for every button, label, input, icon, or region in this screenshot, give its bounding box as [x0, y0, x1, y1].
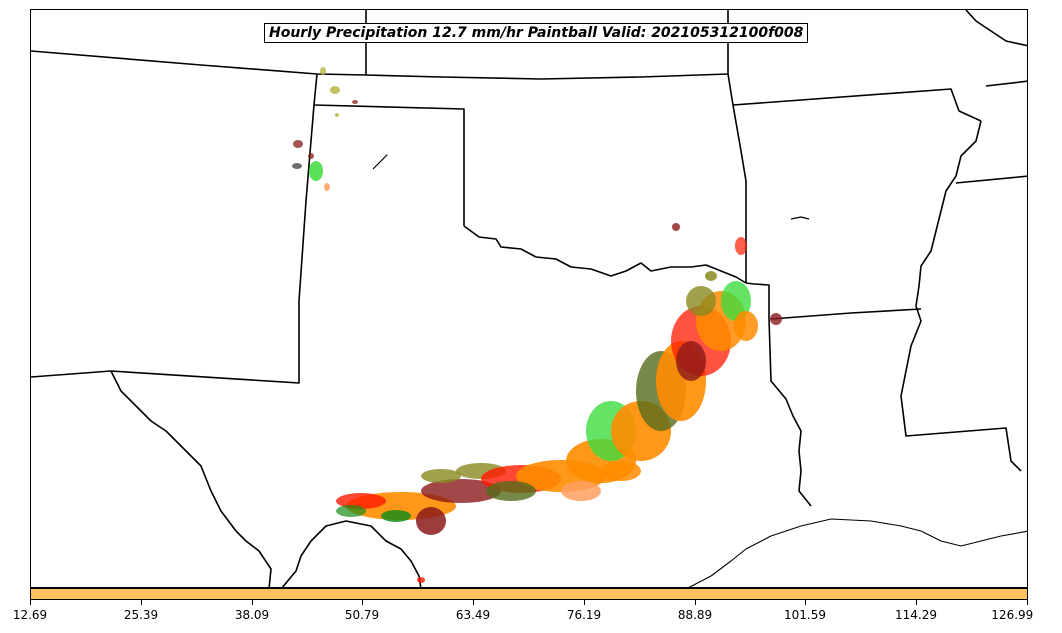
state-border-missouri-east: [965, 10, 1027, 47]
colorbar-tick-label: 126.99: [991, 608, 1034, 622]
map-title: Hourly Precipitation 12.7 mm/hr Paintbal…: [264, 23, 809, 43]
state-border-tennessee-mississippi: [955, 175, 1027, 184]
state-border-texas-arkansas-louisiana: [745, 282, 812, 507]
lake-outline-2: [790, 216, 810, 220]
colorbar-tick-mark: [695, 600, 696, 605]
colorbar-tick-mark: [252, 600, 253, 605]
precipitation-paintball: [292, 67, 782, 583]
colorbar-tick-label: 63.49: [455, 608, 491, 622]
colorbar-tick-label: 101.59: [784, 608, 826, 622]
colorbar-tick-mark: [584, 600, 585, 605]
colorbar-tick-mark: [141, 600, 142, 605]
colorbar: [30, 588, 1028, 600]
colorbar-tick-mark: [473, 600, 474, 605]
state-border-missouri-arkansas: [732, 88, 982, 122]
colorbar-tick-mark: [805, 600, 806, 605]
state-border-oklahoma-arkansas: [727, 73, 747, 283]
state-border-kansas-oklahoma: [365, 10, 729, 80]
border-rio-grande: [110, 370, 272, 587]
colorbar-tick-mark: [1027, 600, 1028, 605]
colorbar-tick-label: 50.79: [344, 608, 380, 622]
state-border-mexico-new-mexico: [31, 104, 315, 384]
map-frame: Hourly Precipitation 12.7 mm/hr Paintbal…: [30, 9, 1028, 588]
state-border-kentucky-tennessee: [985, 80, 1027, 87]
colorbar-tick-label: 12.69: [12, 608, 48, 622]
colorbar-tick-label: 88.89: [677, 608, 713, 622]
colorbar-tick-label: 114.29: [895, 608, 937, 622]
colorbar-tick-mark: [916, 600, 917, 605]
state-border-new-mexico-texas: [313, 73, 465, 226]
coastline-gulf: [688, 518, 1027, 587]
state-border-mississippi-river: [900, 120, 1022, 472]
colorbar-tick-label: 25.39: [123, 608, 159, 622]
colorbar-tick-mark: [362, 600, 363, 605]
state-border-arkansas-louisiana: [770, 308, 922, 320]
state-border-oklahoma-texas-red-river: [463, 225, 747, 284]
lake-outline: [372, 154, 388, 170]
colorbar-ticks: 12.69 25.39 38.09 50.79 63.49 76.19 88.89 101.5…: [0, 600, 1062, 633]
colorbar-tick-mark: [30, 600, 31, 605]
colorbar-tick-label: 76.19: [566, 608, 602, 622]
coastline-texas: [281, 520, 422, 587]
map-canvas: [31, 10, 1027, 587]
colorbar-tick-label: 38.09: [234, 608, 270, 622]
